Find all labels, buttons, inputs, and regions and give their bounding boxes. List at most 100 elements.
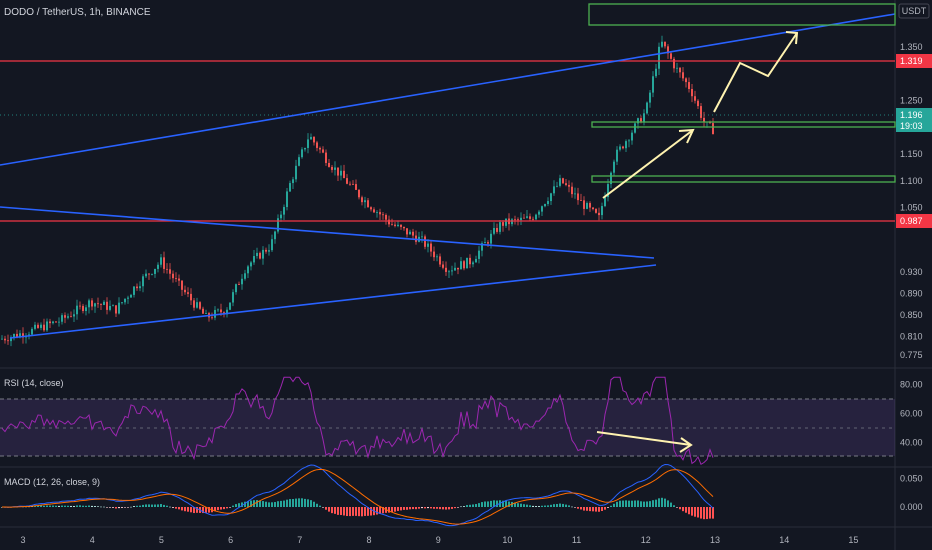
candle[interactable]	[646, 101, 648, 115]
candle[interactable]	[535, 213, 537, 221]
candle[interactable]	[580, 193, 582, 201]
candle[interactable]	[172, 270, 174, 283]
candle[interactable]	[61, 313, 63, 325]
candle[interactable]	[280, 211, 282, 222]
candle[interactable]	[166, 263, 168, 274]
candle[interactable]	[136, 283, 138, 291]
candle[interactable]	[241, 274, 243, 290]
macd-axis[interactable]: 0.050 0.000	[900, 473, 923, 512]
candle[interactable]	[112, 304, 114, 307]
candle[interactable]	[595, 208, 597, 214]
candle[interactable]	[478, 246, 480, 264]
time-axis[interactable]: 3 4 5 6 7 8 9 10 11 12 13 14 15	[20, 535, 858, 545]
candle[interactable]	[76, 299, 78, 320]
candle[interactable]	[499, 219, 501, 235]
candle[interactable]	[121, 301, 123, 305]
candle[interactable]	[103, 300, 105, 306]
candle[interactable]	[496, 223, 498, 234]
candle[interactable]	[217, 308, 219, 313]
candle[interactable]	[433, 246, 435, 261]
candle[interactable]	[88, 298, 90, 314]
candle[interactable]	[331, 164, 333, 173]
candle[interactable]	[424, 234, 426, 250]
candle[interactable]	[589, 201, 591, 212]
candle[interactable]	[316, 140, 318, 152]
candle[interactable]	[97, 297, 99, 308]
candle[interactable]	[526, 209, 528, 219]
candle[interactable]	[247, 264, 249, 279]
candle[interactable]	[355, 179, 357, 190]
candle[interactable]	[643, 109, 645, 126]
candle[interactable]	[340, 165, 342, 181]
candle[interactable]	[64, 312, 66, 324]
candle[interactable]	[1, 335, 3, 340]
candle[interactable]	[238, 281, 240, 285]
candle[interactable]	[682, 67, 684, 82]
price-axis[interactable]: 1.350 1.250 1.150 1.100 1.050 0.930 0.890 0.850…	[900, 42, 923, 360]
candle[interactable]	[100, 303, 102, 311]
candle[interactable]	[283, 204, 285, 220]
candlestick-series[interactable]	[1, 35, 714, 347]
level-badge-1319[interactable]: 1.319	[896, 54, 932, 68]
symbol-title[interactable]: DODO / TetherUS, 1h, BINANCE	[4, 7, 151, 18]
candle[interactable]	[559, 174, 561, 188]
candle[interactable]	[289, 180, 291, 192]
candle[interactable]	[541, 205, 543, 217]
candle[interactable]	[325, 149, 327, 166]
candle[interactable]	[256, 247, 258, 259]
support-zone-box[interactable]	[591, 121, 896, 128]
candle[interactable]	[133, 286, 135, 298]
candle[interactable]	[679, 66, 681, 78]
candle[interactable]	[673, 56, 675, 73]
candle[interactable]	[649, 89, 651, 108]
candle[interactable]	[568, 180, 570, 193]
candle[interactable]	[304, 147, 306, 152]
candle[interactable]	[460, 256, 462, 270]
candle[interactable]	[94, 302, 96, 313]
candle[interactable]	[703, 111, 705, 128]
candle[interactable]	[235, 283, 237, 295]
level-badge-0987[interactable]: 0.987	[896, 214, 932, 228]
candle[interactable]	[364, 196, 366, 209]
candle[interactable]	[7, 334, 9, 345]
candle[interactable]	[511, 217, 513, 227]
candle[interactable]	[691, 83, 693, 103]
candle[interactable]	[298, 154, 300, 167]
candle[interactable]	[349, 181, 351, 186]
projection-path-arrow[interactable]	[713, 31, 799, 113]
channel-lower-trendline[interactable]	[9, 264, 657, 339]
candle[interactable]	[376, 210, 378, 218]
candle[interactable]	[403, 226, 405, 231]
candle[interactable]	[40, 322, 42, 331]
candle[interactable]	[115, 305, 117, 317]
candle[interactable]	[124, 298, 126, 305]
candle[interactable]	[313, 135, 315, 146]
candle[interactable]	[154, 268, 156, 278]
candle[interactable]	[214, 306, 216, 321]
candle[interactable]	[409, 229, 411, 235]
candle[interactable]	[106, 297, 108, 315]
candle[interactable]	[250, 260, 252, 271]
candle[interactable]	[514, 215, 516, 225]
candle[interactable]	[406, 228, 408, 238]
candle[interactable]	[592, 206, 594, 211]
candle[interactable]	[610, 171, 612, 189]
candle[interactable]	[319, 146, 321, 154]
candle[interactable]	[412, 228, 414, 240]
candle[interactable]	[4, 335, 6, 344]
candle[interactable]	[37, 322, 39, 329]
candle[interactable]	[46, 318, 48, 332]
candle[interactable]	[334, 161, 336, 176]
candle[interactable]	[670, 51, 672, 60]
candle[interactable]	[553, 180, 555, 196]
candle[interactable]	[49, 318, 51, 328]
candle[interactable]	[394, 221, 396, 228]
candle[interactable]	[676, 62, 678, 74]
candle[interactable]	[664, 41, 666, 49]
candle[interactable]	[700, 102, 702, 121]
candle[interactable]	[427, 239, 429, 253]
candle[interactable]	[274, 230, 276, 244]
candle[interactable]	[370, 206, 372, 212]
candle[interactable]	[436, 254, 438, 262]
